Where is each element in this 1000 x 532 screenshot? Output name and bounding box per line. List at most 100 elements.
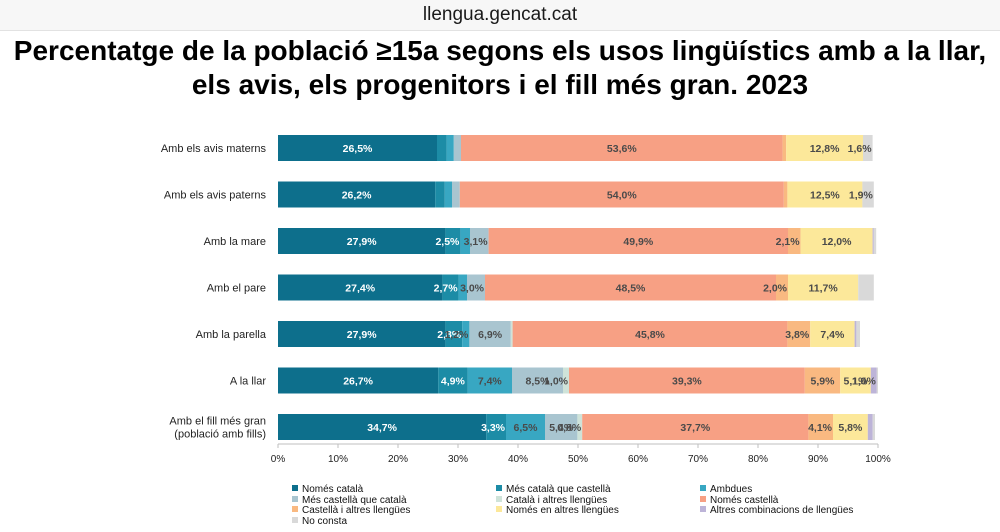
x-tick-label: 60% bbox=[628, 454, 648, 465]
legend-item: Castellà i altres llengües bbox=[292, 505, 410, 516]
bar-segment bbox=[467, 367, 512, 394]
bar-segment bbox=[788, 274, 859, 301]
bar-segment bbox=[442, 274, 459, 301]
bar-segment bbox=[438, 367, 468, 394]
legend-item: Més català que castellà bbox=[496, 484, 611, 495]
bar-segment bbox=[808, 414, 833, 440]
legend-label: Castellà i altres llengües bbox=[302, 505, 411, 516]
x-tick-label: 20% bbox=[388, 454, 408, 465]
bar-segment bbox=[486, 414, 506, 440]
legend-label: Només en altres llengües bbox=[506, 505, 619, 516]
bar-segment bbox=[804, 367, 841, 394]
x-tick-label: 80% bbox=[748, 454, 768, 465]
data-label: 6,9% bbox=[478, 329, 503, 341]
legend-swatch bbox=[496, 495, 502, 502]
legend-swatch bbox=[292, 516, 298, 523]
legend-item: Només català bbox=[292, 484, 363, 495]
legend-label: Ambdues bbox=[710, 484, 753, 495]
legend-item: Ambdues bbox=[700, 484, 752, 495]
data-label: 1,0% bbox=[544, 376, 569, 388]
legend-label: Més castellà que català bbox=[302, 494, 407, 506]
bar-segment bbox=[840, 367, 871, 394]
data-label: 48,5% bbox=[616, 283, 646, 295]
bar-segment bbox=[445, 228, 461, 254]
data-label: 5,4% bbox=[549, 422, 574, 434]
bar-segment bbox=[278, 228, 446, 254]
data-label: 2,8% bbox=[437, 329, 462, 341]
bar-segment bbox=[854, 321, 857, 347]
data-label: 26,7% bbox=[343, 376, 373, 388]
legend-swatch bbox=[292, 506, 298, 512]
data-label: 26,2% bbox=[342, 190, 372, 202]
bar-segment bbox=[435, 181, 445, 208]
x-tick-label: 50% bbox=[568, 454, 588, 465]
data-label: 2,5% bbox=[435, 236, 460, 248]
bar-segment bbox=[577, 414, 583, 440]
bar-segment bbox=[782, 135, 787, 161]
data-label: 45,8% bbox=[635, 329, 665, 341]
data-label: 2,7% bbox=[434, 283, 459, 295]
bar-segment bbox=[788, 228, 801, 254]
bar-segment bbox=[870, 367, 877, 394]
legend-swatch bbox=[496, 506, 502, 512]
x-tick-label: 70% bbox=[688, 454, 708, 465]
x-tick-label: 90% bbox=[808, 454, 828, 465]
bar-segment bbox=[444, 181, 452, 208]
bar-segment bbox=[582, 414, 809, 440]
data-label: 11,7% bbox=[808, 283, 838, 295]
data-label: 27,9% bbox=[347, 236, 377, 248]
category-label: Amb els avis materns bbox=[161, 143, 267, 155]
bar-segment bbox=[453, 135, 461, 161]
bar-segment bbox=[458, 274, 467, 301]
bar-segment bbox=[873, 228, 877, 254]
legend-swatch bbox=[700, 495, 706, 502]
data-label: 2,0% bbox=[763, 283, 788, 295]
legend-swatch bbox=[292, 495, 298, 502]
bar-segment bbox=[452, 181, 460, 208]
data-label: 34,7% bbox=[367, 422, 397, 434]
bar-segment bbox=[787, 321, 811, 347]
bar-segment bbox=[488, 228, 788, 254]
data-label: 49,9% bbox=[623, 236, 653, 248]
data-label: 8,5% bbox=[526, 376, 551, 388]
bar-segment bbox=[872, 414, 875, 440]
site-url: llengua.gencat.cat bbox=[422, 4, 578, 25]
bar-segment bbox=[512, 321, 788, 347]
bar-segment bbox=[810, 321, 855, 347]
data-label: 7,4% bbox=[478, 376, 503, 388]
bar-segment bbox=[278, 414, 487, 440]
site-url-bar: llengua.gencat.cat bbox=[0, 0, 1000, 31]
legend-label: Més català que castellà bbox=[506, 484, 611, 495]
bar-segment bbox=[278, 367, 439, 394]
data-label: 3,8% bbox=[785, 329, 810, 341]
bar-segment bbox=[872, 228, 874, 254]
legend-swatch bbox=[292, 485, 298, 491]
bar-segment bbox=[800, 228, 873, 254]
legend-item: Només en altres llengües bbox=[496, 505, 619, 516]
bar-segment bbox=[437, 135, 447, 161]
bar-segment bbox=[786, 135, 863, 161]
bar-segment bbox=[783, 181, 788, 208]
bar-segment bbox=[512, 367, 563, 394]
x-tick-label: 40% bbox=[508, 454, 528, 465]
legend-label: No consta bbox=[302, 515, 348, 527]
bar-segment bbox=[776, 274, 788, 301]
bar-segment bbox=[563, 367, 569, 394]
legend-swatch bbox=[700, 485, 706, 491]
bar-segment bbox=[278, 274, 443, 301]
x-tick-label: 30% bbox=[448, 454, 468, 465]
category-label: Amb la parella bbox=[196, 329, 267, 341]
data-label: 39,3% bbox=[672, 376, 702, 388]
bar-segment bbox=[858, 274, 874, 301]
bar-segment bbox=[469, 321, 511, 347]
bar-segment bbox=[461, 135, 783, 161]
data-label: 7,4% bbox=[820, 329, 845, 341]
bar-segment bbox=[446, 135, 454, 161]
data-label: 53,6% bbox=[607, 143, 637, 155]
data-label: 26,5% bbox=[343, 143, 373, 155]
category-label: (població amb fills) bbox=[174, 429, 266, 441]
data-label: 27,4% bbox=[345, 283, 375, 295]
legend-label: Català i altres llengües bbox=[506, 494, 608, 506]
legend-label: Altres combinacions de llengües bbox=[710, 505, 854, 516]
